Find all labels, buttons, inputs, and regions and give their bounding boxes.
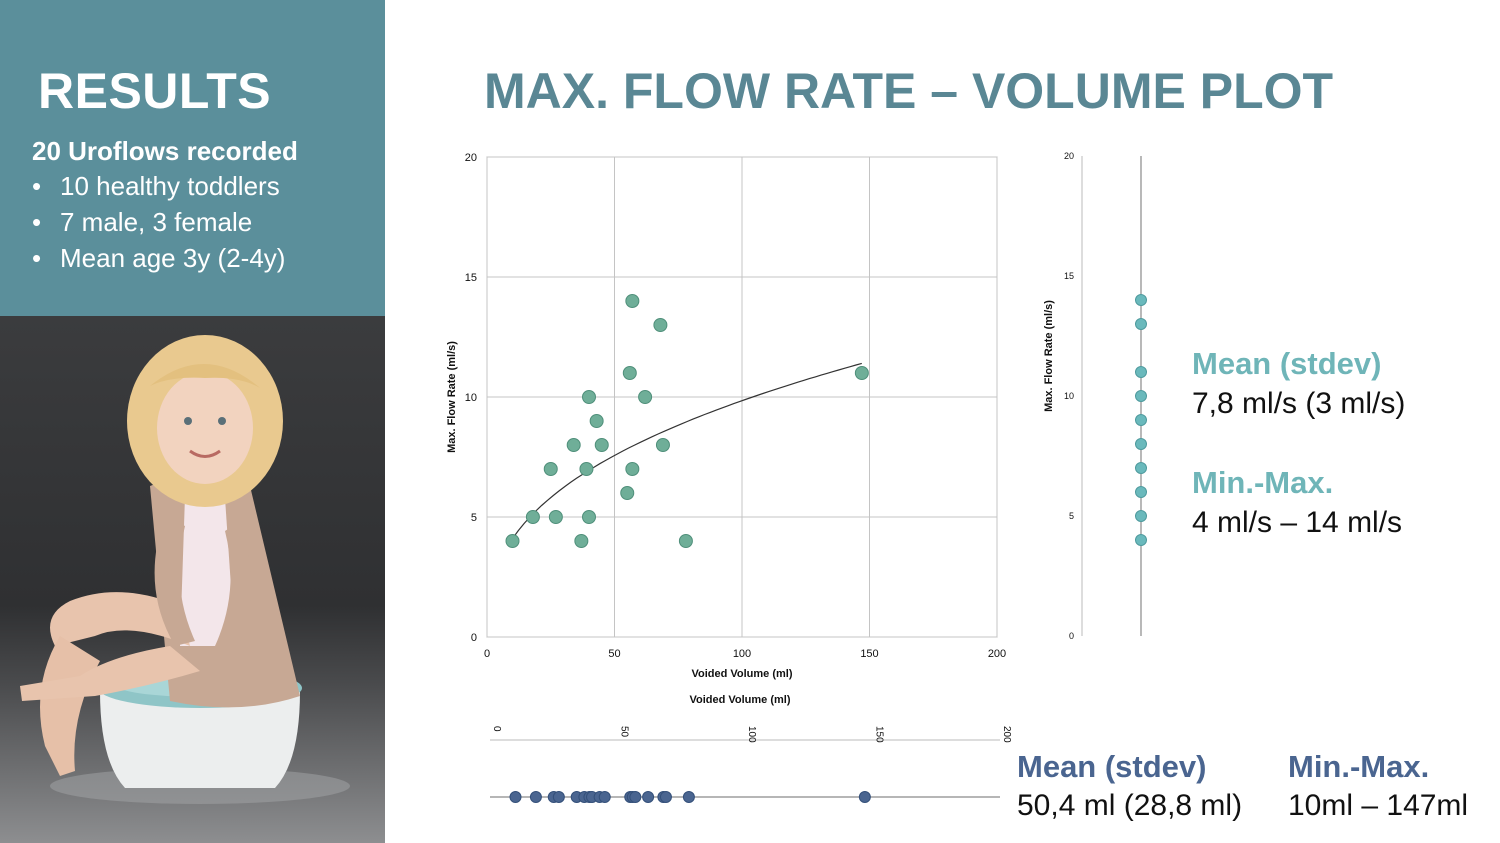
data-point (589, 414, 604, 428)
x-tick-label: 200 (988, 648, 1006, 660)
data-point (1135, 486, 1147, 498)
trendline (512, 362, 862, 539)
sidebar-panel: RESULTS 20 Uroflows recorded 10 healthy … (0, 0, 385, 316)
x-axis-label: Voided Volume (ml) (691, 668, 792, 680)
data-point (625, 294, 640, 308)
data-point (582, 510, 596, 524)
toddler-illustration (20, 335, 350, 804)
y-axis-label: Max. Flow Rate (ml/s) (446, 341, 458, 453)
volume-mean-label: Mean (stdev) (1017, 749, 1207, 784)
data-point (543, 462, 558, 476)
data-point (1135, 510, 1147, 522)
data-point (525, 510, 540, 524)
data-point (858, 791, 871, 803)
data-point (579, 462, 594, 476)
x-tick-label: 100 (733, 648, 751, 660)
data-point (1135, 438, 1147, 450)
data-point (529, 791, 542, 803)
bullet-item: 7 male, 3 female (32, 204, 285, 240)
data-point (1135, 390, 1147, 402)
data-point (548, 510, 563, 524)
flow-mean-label: Mean (stdev) (1192, 346, 1382, 381)
data-point (1135, 318, 1147, 330)
flow-mean-value: 7,8 ml/s (3 ml/s) (1192, 387, 1406, 420)
bullet-item: Mean age 3y (2-4y) (32, 240, 285, 276)
y-tick-label: 20 (1064, 151, 1074, 161)
x-tick-label: 150 (874, 726, 885, 743)
data-point (659, 791, 672, 803)
volume-strip-chart: Voided Volume (ml) 0 50 100 150 200 (490, 694, 1012, 803)
y-tick-label: 5 (1069, 511, 1074, 521)
page-title: MAX. FLOW RATE – VOLUME PLOT (484, 63, 1334, 119)
bullet-item: 10 healthy toddlers (32, 168, 285, 204)
strip-x-axis-label: Voided Volume (ml) (689, 694, 790, 706)
data-point (625, 462, 640, 476)
data-point (1135, 294, 1147, 306)
data-point (509, 791, 522, 803)
flow-rate-strip-chart: 0 5 10 15 20 Max. Flow Rate (ml/s) (1043, 151, 1147, 641)
flow-range-label: Min.-Max. (1192, 465, 1334, 500)
y-tick-label: 0 (471, 632, 477, 644)
data-point (622, 366, 637, 380)
y-tick-label: 5 (471, 512, 477, 524)
data-point (678, 534, 693, 548)
x-tick-label: 50 (619, 726, 630, 738)
x-tick-label: 150 (860, 648, 878, 660)
x-tick-label: 50 (608, 648, 620, 660)
data-point (655, 438, 670, 452)
data-point (552, 791, 565, 803)
data-point (505, 534, 520, 548)
data-point (854, 366, 869, 380)
data-point (582, 390, 596, 404)
data-point (1135, 366, 1147, 378)
data-point (682, 791, 695, 803)
y-tick-label: 20 (465, 152, 477, 164)
x-tick-label: 100 (746, 726, 757, 743)
data-point (566, 438, 581, 452)
data-point (642, 791, 655, 803)
y-tick-label: 15 (1064, 271, 1074, 281)
data-point (653, 318, 668, 332)
data-point (598, 791, 611, 803)
data-point (1135, 534, 1147, 546)
data-point (629, 791, 642, 803)
data-point (574, 534, 589, 548)
volume-range-value: 10ml – 147ml (1288, 789, 1469, 822)
toddler-photo (0, 316, 385, 843)
volume-range-label: Min.-Max. (1288, 749, 1430, 784)
flow-range-value: 4 ml/s – 14 ml/s (1192, 506, 1403, 539)
data-point (638, 390, 653, 404)
x-tick-label: 0 (484, 648, 490, 660)
data-point (1135, 414, 1147, 426)
x-tick-label: 200 (1001, 726, 1012, 743)
data-point (620, 486, 635, 500)
sidebar-bullet-list: 10 healthy toddlers 7 male, 3 female Mea… (32, 168, 285, 276)
y-tick-label: 10 (1064, 391, 1074, 401)
strip-y-axis-label: Max. Flow Rate (ml/s) (1043, 300, 1055, 412)
y-tick-label: 15 (465, 272, 477, 284)
sidebar-subtitle: 20 Uroflows recorded (32, 136, 298, 166)
y-tick-label: 0 (1069, 631, 1074, 641)
data-point (594, 438, 609, 452)
y-tick-label: 10 (465, 392, 477, 404)
x-tick-label: 0 (491, 726, 502, 732)
volume-mean-value: 50,4 ml (28,8 ml) (1017, 789, 1243, 822)
data-point (1135, 462, 1147, 474)
sidebar-title: RESULTS (38, 63, 272, 119)
